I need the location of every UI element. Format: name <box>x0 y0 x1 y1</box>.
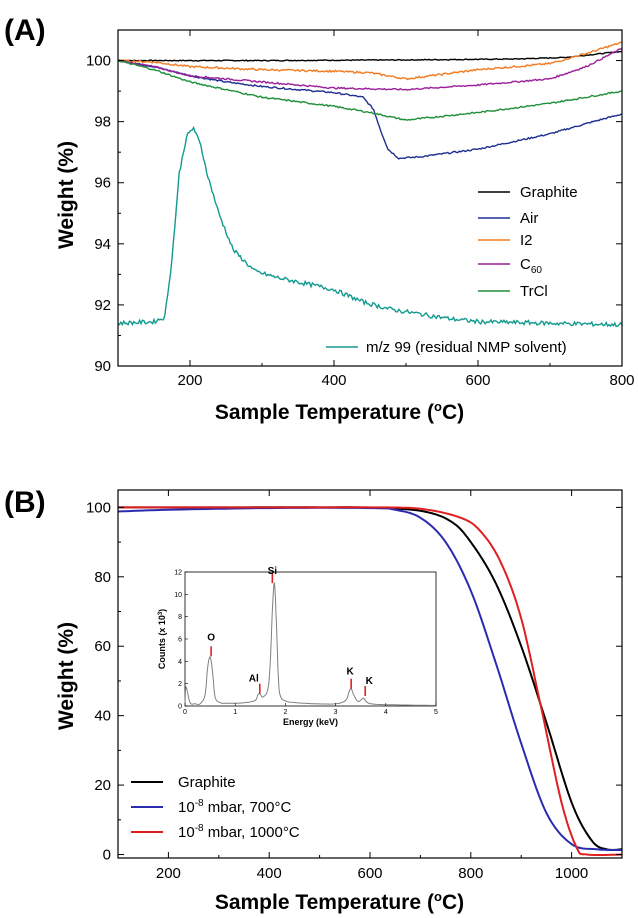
panel-b-legend-label-2: 10-8 mbar, 1000°C <box>178 823 300 841</box>
panel-a-legend-label-2: I2 <box>520 232 533 249</box>
panel-a-legend-label-3: C60 <box>520 256 542 276</box>
inset-peak-label: Al <box>249 674 259 685</box>
panel-b-x-tick-label: 200 <box>156 865 181 882</box>
panel-a-label: (A) <box>4 14 46 47</box>
panel-b-x-axis-title: Sample Temperature (oC) <box>215 889 464 914</box>
panel-a-y-axis-title: Weight (%) <box>55 141 78 249</box>
panel-a-series-line-0 <box>118 50 622 62</box>
panel-a-x-axis-unit: (oC) <box>427 399 464 424</box>
inset-y-tick-label: 12 <box>174 570 182 577</box>
inset-peak-label: Si <box>268 566 278 577</box>
panel-b-x-tick-label: 800 <box>458 865 483 882</box>
panel-a-series-line-2 <box>118 41 622 81</box>
inset-x-tick-label: 0 <box>183 709 187 716</box>
panel-a-y-tick-label: 92 <box>94 297 111 314</box>
panel-b-series-line-2 <box>118 506 622 856</box>
inset-y-axis-title: Counts (x 103) <box>157 609 167 669</box>
inset-x-tick-label: 2 <box>283 709 287 716</box>
panel-b-y-tick-label: 40 <box>94 708 111 725</box>
panel-a-series-line-5 <box>118 125 622 328</box>
panel-b-label: (B) <box>4 486 46 519</box>
inset-peak-label: K <box>347 667 355 678</box>
inset-spectrum-line <box>184 581 436 707</box>
panel-b-y-tick-label: 20 <box>94 777 111 794</box>
panel-a-series-line-4 <box>118 60 622 121</box>
inset-y-tick-label: 6 <box>178 637 182 644</box>
panel-a-x-tick-label: 600 <box>465 372 490 389</box>
inset-x-tick-label: 5 <box>434 709 438 716</box>
panel-b-plot-area: 200 400 600 800 1000020406080100Graphite10-8… <box>86 489 623 882</box>
panel-b-legend-label-1: 10-8 mbar, 700°C <box>178 798 291 816</box>
panel-a-legend-label-4: TrCl <box>520 283 548 300</box>
panel-b-y-tick-label: 80 <box>94 569 111 586</box>
inset-y-tick-label: 10 <box>174 592 182 599</box>
panel-a-legend-label-5: m/z 99 (residual NMP solvent) <box>366 339 567 356</box>
panel-a-frame <box>117 29 623 367</box>
panel-a-y-tick-label: 98 <box>94 114 111 131</box>
panel-a-y-tick-label: 90 <box>94 358 111 375</box>
panel-a: (A) 200 400 600 800 90 92 94 96 98 100 Graphite Air… <box>4 14 635 424</box>
panel-b-x-tick-label: 400 <box>257 865 282 882</box>
panel-b: (B) 200 400 600 800 1000020406080100Graphite… <box>4 486 623 914</box>
panel-a-x-tick-label: 400 <box>321 372 346 389</box>
panel-a-x-tick-label: 800 <box>609 372 634 389</box>
panel-a-legend-label-0: Graphite <box>520 184 578 201</box>
panel-b-legend-label-0: Graphite <box>178 774 236 791</box>
panel-b-y-tick-label: 100 <box>86 499 111 516</box>
inset-y-tick-label: 2 <box>178 681 182 688</box>
inset-y-tick-label: 4 <box>178 659 182 666</box>
panel-a-series-line-3 <box>118 47 622 91</box>
panel-a-x-tick-label: 200 <box>177 372 202 389</box>
inset-frame <box>184 571 437 707</box>
panel-b-y-axis-title: Weight (%) <box>55 622 78 730</box>
inset-x-tick-label: 1 <box>233 709 237 716</box>
inset-x-axis-title: Energy (keV) <box>283 717 338 727</box>
inset-peak-label: O <box>207 632 215 643</box>
panel-b-x-axis-title-text: Sample Temperature <box>215 891 421 914</box>
inset-peak-label: K <box>366 676 374 687</box>
panel-b-y-tick-label: 0 <box>103 847 111 864</box>
panel-a-x-axis-title-text: Sample Temperature <box>215 401 421 424</box>
panel-b-x-axis-unit: (oC) <box>427 889 464 914</box>
panel-b-x-tick-label: 1000 <box>555 865 588 882</box>
panel-a-plot-area: 200 400 600 800 90 92 94 96 98 100 Graphite Air I2 C6… <box>86 29 635 389</box>
panel-a-x-axis-title: Sample Temperature (oC) <box>215 399 464 424</box>
panel-a-y-tick-label: 96 <box>94 175 111 192</box>
inset-y-tick-label: 0 <box>178 704 182 711</box>
panel-a-y-tick-label: 100 <box>86 53 111 70</box>
panel-a-legend-label-1: Air <box>520 210 538 227</box>
inset-y-tick-label: 8 <box>178 614 182 621</box>
panel-b-y-tick-label: 60 <box>94 638 111 655</box>
panel-a-y-tick-label: 94 <box>94 236 111 253</box>
panel-b-x-tick-label: 600 <box>357 865 382 882</box>
inset-x-tick-label: 4 <box>384 709 388 716</box>
inset-x-tick-label: 3 <box>334 709 338 716</box>
panel-a-series-line-1 <box>118 59 622 160</box>
